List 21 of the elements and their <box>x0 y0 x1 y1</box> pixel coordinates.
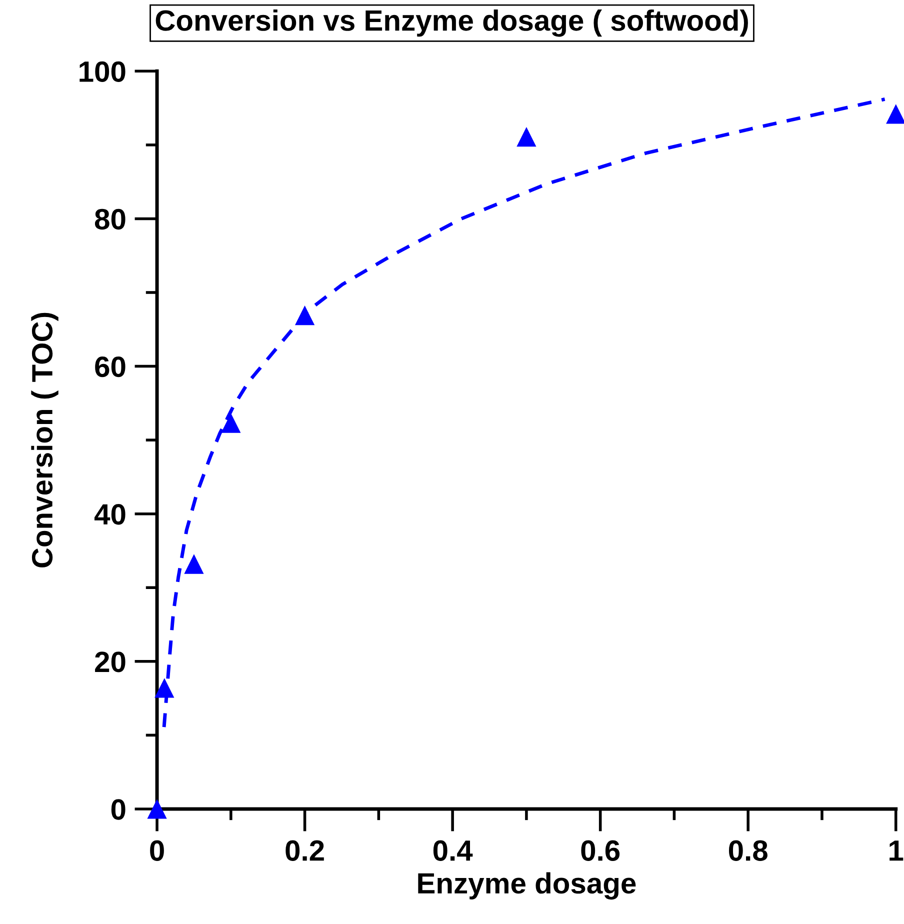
x-axis-title: Enzyme dosage <box>418 872 636 900</box>
point <box>154 678 174 698</box>
y-tick-label: 100 <box>80 61 126 82</box>
y-tick-label: 40 <box>94 504 126 525</box>
point <box>184 554 204 574</box>
point <box>221 413 241 433</box>
x-tick-label: 0.4 <box>433 840 473 861</box>
x-tick-label: 0.8 <box>728 840 768 861</box>
x-tick-label: 0.2 <box>286 840 324 861</box>
y-axis-title: Conversion ( TOC) <box>31 312 58 568</box>
point <box>294 306 315 326</box>
chart-title: Conversion vs Enzyme dosage ( softwood) <box>156 9 748 37</box>
y-tick-label: 0 <box>111 799 126 820</box>
point <box>516 126 536 147</box>
y-tick-label: 80 <box>94 208 126 230</box>
x-tick-label: 0 <box>150 840 164 861</box>
x-tick-label: 0.6 <box>581 840 620 861</box>
x-tick-label: 1 <box>890 840 904 861</box>
y-tick-label: 60 <box>95 356 126 378</box>
y-tick-label: 20 <box>95 652 126 672</box>
point <box>147 799 167 819</box>
